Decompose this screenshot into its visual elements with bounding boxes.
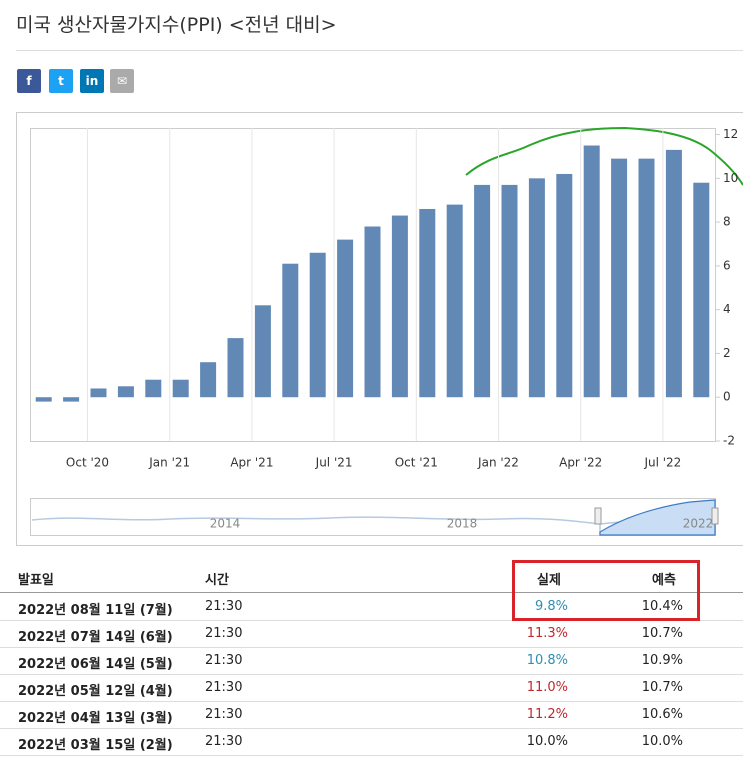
release-time: 21:30: [205, 599, 243, 614]
bar: [35, 397, 52, 402]
navigator-label: 2018: [447, 517, 478, 531]
y-tick-label: 12: [723, 127, 738, 141]
release-time: 21:30: [205, 680, 243, 695]
release-time: 21:30: [205, 653, 243, 668]
navigator-label: 2014: [210, 517, 241, 531]
table-row: 2022년 06월 14일 (5월) 21:30 10.8% 10.9%: [0, 647, 743, 675]
bar: [145, 379, 162, 398]
x-tick-label: Jul '21: [315, 456, 353, 470]
bar: [501, 184, 518, 398]
actual-value: 10.8%: [526, 653, 568, 668]
table-row: 2022년 03월 15일 (2월) 21:30 10.0% 10.0%: [0, 728, 743, 756]
forecast-value: 10.7%: [641, 626, 683, 641]
navigator-label: 2022: [683, 517, 714, 531]
column-header: 발표일: [18, 573, 54, 588]
x-tick-label: Jul '22: [643, 456, 681, 470]
actual-value: 9.8%: [534, 599, 568, 614]
page-title: 미국 생산자물가지수(PPI) <전년 대비>: [16, 14, 337, 36]
bar: [556, 173, 573, 398]
y-tick-label: 10: [723, 171, 738, 185]
release-date: 2022년 05월 12일 (4월): [18, 684, 173, 699]
release-date: 2022년 08월 11일 (7월): [18, 603, 173, 618]
forecast-value: 10.7%: [641, 680, 683, 695]
table-header: 발표일 시간 실제 예측: [0, 562, 743, 593]
table-row: 2022년 04월 13일 (3월) 21:30 11.2% 10.6%: [0, 701, 743, 729]
forecast-value: 10.9%: [641, 653, 683, 668]
bar: [419, 208, 436, 398]
actual-value: 11.3%: [526, 626, 568, 641]
bar: [474, 184, 491, 398]
x-tick-label: Oct '20: [66, 456, 109, 470]
column-header: 실제: [537, 573, 561, 588]
column-header: 시간: [205, 573, 229, 588]
divider: [16, 50, 743, 51]
release-date: 2022년 07월 14일 (6월): [18, 630, 173, 645]
email-share[interactable]: ✉: [110, 69, 134, 93]
bar: [337, 239, 354, 398]
chart: 2014 2018 2022 -2 0 2 4 6 8 10 12 Oct '20 Jan '21…: [16, 112, 743, 546]
facebook-share[interactable]: f: [17, 69, 41, 93]
bar: [665, 149, 682, 398]
bar: [117, 386, 134, 398]
bar: [227, 338, 244, 398]
actual-value: 11.2%: [526, 707, 568, 722]
bar: [254, 305, 271, 398]
plot-area: [30, 128, 716, 442]
forecast-value: 10.4%: [641, 599, 683, 614]
bar: [391, 215, 408, 398]
release-time: 21:30: [205, 734, 243, 749]
x-tick-label: Oct '21: [395, 456, 438, 470]
bar: [583, 145, 600, 398]
x-tick-label: Jan '22: [477, 456, 519, 470]
bar: [364, 226, 381, 398]
x-tick-label: Apr '21: [230, 456, 273, 470]
actual-value: 11.0%: [526, 680, 568, 695]
navigator-handle[interactable]: [711, 507, 719, 525]
release-time: 21:30: [205, 626, 243, 641]
annotation-curve: [465, 126, 743, 186]
bar: [693, 182, 710, 398]
highlight-box: [512, 560, 700, 621]
bar: [611, 158, 628, 398]
bar: [446, 204, 463, 398]
y-tick-label: 2: [723, 346, 731, 360]
forecast-value: 10.6%: [641, 707, 683, 722]
forecast-value: 10.0%: [641, 734, 683, 749]
bar: [172, 379, 189, 398]
x-tick-label: Jan '21: [148, 456, 190, 470]
y-tick-label: -2: [723, 434, 735, 448]
x-tick-label: Apr '22: [559, 456, 602, 470]
column-header: 예측: [652, 573, 676, 588]
bar: [200, 362, 217, 398]
y-tick-label: 8: [723, 215, 731, 229]
twitter-share[interactable]: t: [49, 69, 73, 93]
bar: [90, 388, 107, 398]
bar: [528, 178, 545, 398]
y-tick-label: 0: [723, 390, 731, 404]
table-row: 2022년 08월 11일 (7월) 21:30 9.8% 10.4%: [0, 593, 743, 621]
linkedin-share[interactable]: in: [80, 69, 104, 93]
navigator-handle[interactable]: [594, 507, 602, 525]
actual-value: 10.0%: [526, 734, 568, 749]
bar: [282, 263, 299, 398]
bar: [309, 252, 326, 398]
y-tick-label: 4: [723, 302, 731, 316]
y-tick-label: 6: [723, 258, 731, 272]
table-row: 2022년 05월 12일 (4월) 21:30 11.0% 10.7%: [0, 674, 743, 702]
bar: [638, 158, 655, 398]
release-date: 2022년 03월 15일 (2월): [18, 738, 173, 753]
release-date: 2022년 04월 13일 (3월): [18, 711, 173, 726]
release-date: 2022년 06월 14일 (5월): [18, 657, 173, 672]
navigator: 2014 2018 2022: [30, 498, 719, 536]
release-time: 21:30: [205, 707, 243, 722]
bar: [63, 397, 80, 402]
table-row: 2022년 07월 14일 (6월) 21:30 11.3% 10.7%: [0, 620, 743, 648]
